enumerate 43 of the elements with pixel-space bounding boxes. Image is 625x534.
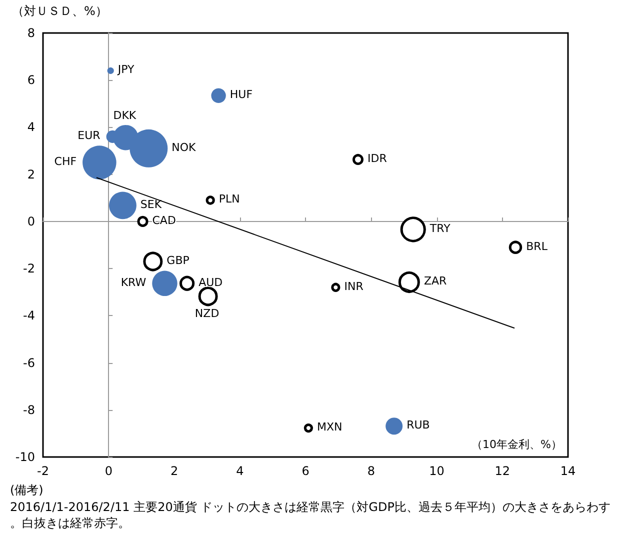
y-tick-label: 8 xyxy=(27,26,35,40)
x-axis-title: （10年金利、%） xyxy=(472,438,562,451)
series-label: HUF xyxy=(230,88,253,102)
series-label: AUD xyxy=(198,276,223,289)
x-tick-label: 0 xyxy=(104,464,112,478)
y-tick-label: 0 xyxy=(27,214,35,228)
series-label: EUR xyxy=(78,129,101,142)
x-tick-label: 6 xyxy=(302,464,310,478)
y-tick-label: 4 xyxy=(27,120,35,134)
series-label: CAD xyxy=(152,214,176,227)
x-tick-label: 10 xyxy=(429,464,444,478)
series-label: NOK xyxy=(172,140,197,154)
x-tick-label: 2 xyxy=(170,464,178,478)
text: (備考) xyxy=(10,483,44,497)
y-tick-label: -2 xyxy=(23,262,35,276)
x-tick-label: 12 xyxy=(494,464,510,478)
series-label: MXN xyxy=(316,420,342,434)
series-label: IDR xyxy=(368,152,388,165)
series-label: RUB xyxy=(406,418,430,432)
series-label: SEK xyxy=(140,198,162,211)
x-tick-label: 14 xyxy=(560,464,576,478)
y-tick-label: -6 xyxy=(23,356,35,370)
y-tick-label: -8 xyxy=(23,402,35,417)
series-label: CHF xyxy=(54,155,77,168)
series-label: INR xyxy=(344,280,364,293)
series-label: ZAR xyxy=(424,274,447,288)
series-label: KRW xyxy=(120,276,146,289)
series-label: DKK xyxy=(113,108,137,122)
y-tick-label: 6 xyxy=(27,73,35,88)
y-tick-label: 2 xyxy=(27,167,35,182)
y-axis-title: （対ＵＳＤ、%） xyxy=(12,4,108,18)
x-tick-label: 4 xyxy=(236,464,244,478)
series-label: JPY xyxy=(116,63,135,76)
series-label: GBP xyxy=(166,254,190,267)
text: 2016/1/1-2016/2/11 主要20通貨 ドットの大きさは経常黒字（対GDP比、過去５年平均）の大きさをあらわす。白抜きは経常赤字。 xyxy=(10,500,610,530)
x-tick-label: 8 xyxy=(367,464,375,478)
series-label: NZD xyxy=(194,307,220,320)
y-tick-label: -10 xyxy=(15,450,35,464)
series-label: TRY xyxy=(428,222,451,235)
x-tick-label: -2 xyxy=(37,464,49,478)
series-label: BRL xyxy=(526,240,548,253)
series-label: PLN xyxy=(218,192,240,206)
y-tick-label: -4 xyxy=(23,308,35,323)
